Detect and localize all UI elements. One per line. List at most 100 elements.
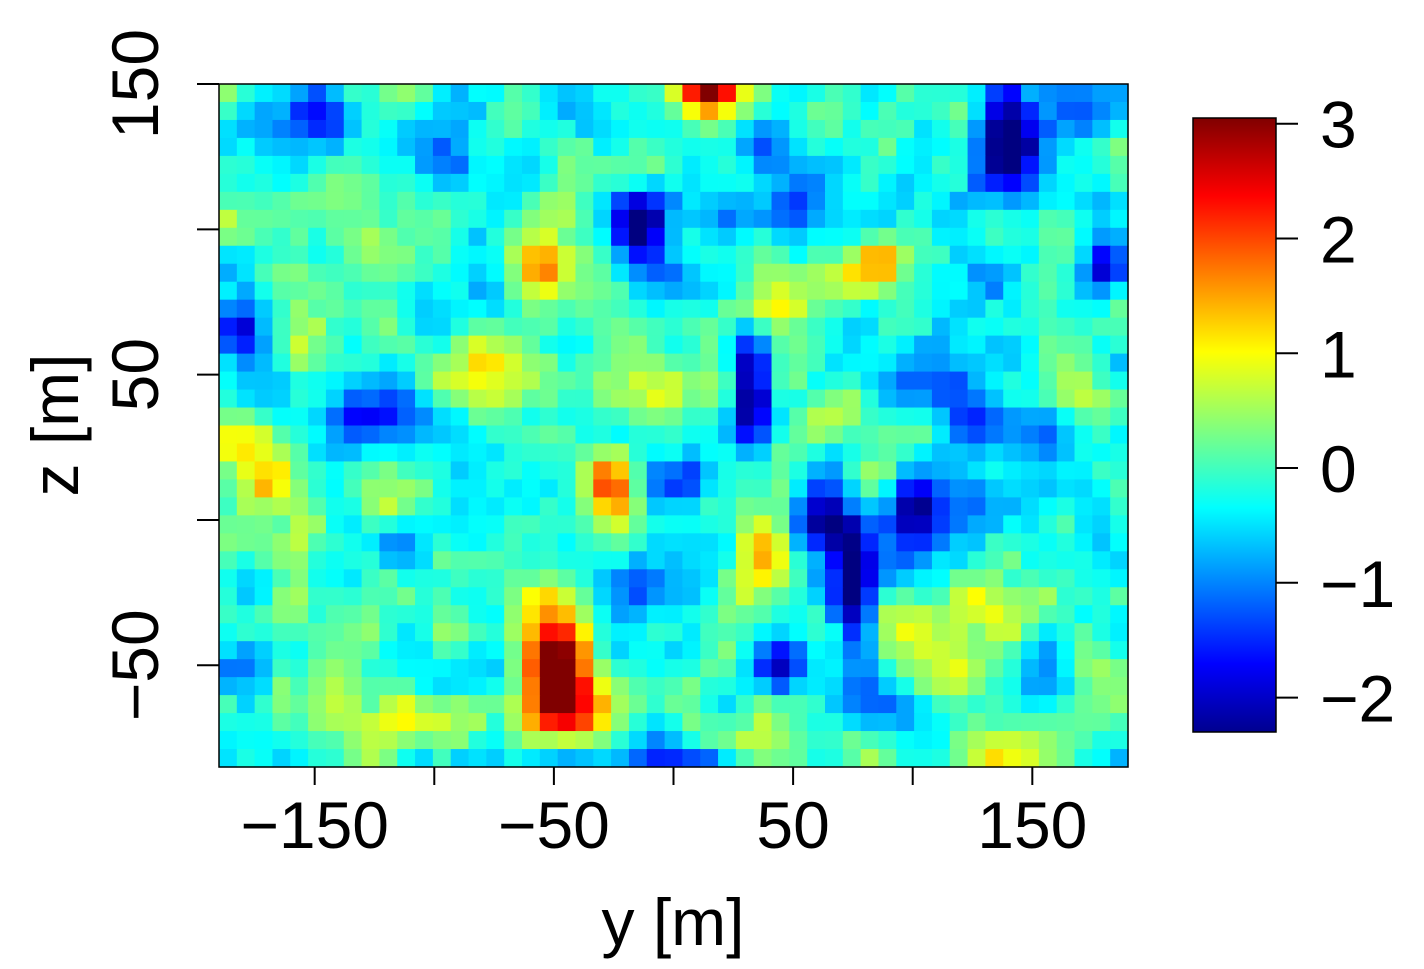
heatmap-cell (735, 443, 755, 463)
heatmap-cell (415, 425, 434, 445)
heatmap-cell (1021, 335, 1040, 355)
heatmap-cell (896, 479, 915, 498)
heatmap-cell (1038, 497, 1058, 516)
heatmap-cell (432, 551, 452, 570)
heatmap-cell (1092, 533, 1111, 552)
heatmap-cell (949, 299, 969, 319)
heatmap-cell (664, 281, 684, 301)
heatmap-cell (1074, 659, 1093, 678)
heatmap-cell (807, 407, 826, 427)
heatmap-cell (967, 605, 987, 624)
heatmap-cell (718, 335, 737, 355)
heatmap-cell (664, 587, 684, 606)
heatmap-cell (432, 263, 452, 283)
heatmap-cell (468, 209, 487, 229)
heatmap-cell (325, 371, 345, 391)
heatmap-cell (949, 407, 969, 427)
heatmap-cell (878, 641, 897, 660)
heatmap-cell (718, 479, 737, 498)
heatmap-cell (450, 281, 470, 301)
heatmap-cell (361, 515, 381, 534)
heatmap-cell (504, 551, 523, 570)
heatmap-cell (789, 371, 808, 391)
heatmap-cell (789, 551, 808, 570)
heatmap-cell (807, 137, 826, 157)
heatmap-cell (1110, 335, 1129, 355)
heatmap-cell (914, 659, 933, 678)
heatmap-cell (700, 587, 719, 606)
heatmap-cell (450, 227, 470, 247)
heatmap-cell (450, 317, 470, 337)
heatmap-cell (1056, 353, 1076, 373)
heatmap-cell (807, 425, 826, 445)
heatmap-cell (450, 407, 470, 427)
heatmap-cell (290, 371, 309, 391)
heatmap-cell (1110, 173, 1129, 193)
heatmap-cell (611, 299, 630, 319)
heatmap-cell (219, 515, 238, 534)
heatmap-cell (593, 227, 612, 247)
heatmap-cell (486, 209, 505, 229)
heatmap-cell (611, 713, 630, 732)
heatmap-cell (557, 623, 577, 642)
heatmap-cell (290, 101, 309, 121)
heatmap-cell (486, 245, 505, 265)
heatmap-cell (272, 641, 291, 660)
heatmap-cell (593, 551, 612, 570)
heatmap-cell (1110, 605, 1129, 624)
heatmap-cell (1038, 605, 1058, 624)
heatmap-cell (646, 695, 666, 714)
heatmap-cell (290, 281, 309, 301)
heatmap-cell (397, 119, 416, 139)
heatmap-cell (236, 371, 256, 391)
heatmap-cell (967, 677, 987, 696)
heatmap-cell (771, 677, 790, 696)
heatmap-cell (842, 119, 862, 139)
heatmap-cell (807, 479, 826, 498)
heatmap-cell (700, 623, 719, 642)
heatmap-cell (254, 209, 274, 229)
heatmap-cell (290, 713, 309, 732)
heatmap-cell (290, 695, 309, 714)
heatmap-cell (1110, 281, 1129, 301)
heatmap-cell (1038, 119, 1058, 139)
heatmap-cell (771, 713, 790, 732)
heatmap-cell (967, 497, 987, 516)
heatmap-cell (735, 713, 755, 732)
heatmap-cell (290, 497, 309, 516)
heatmap-cell (771, 515, 790, 534)
heatmap-cell (914, 335, 933, 355)
heatmap-cell (985, 497, 1004, 516)
heatmap-cell (842, 407, 862, 427)
heatmap-cell (1056, 587, 1076, 606)
heatmap-cell (967, 713, 987, 732)
heatmap-cell (700, 569, 719, 588)
heatmap-cell (807, 263, 826, 283)
heatmap-cell (825, 191, 844, 211)
heatmap-cell (1056, 407, 1076, 427)
heatmap-cell (1056, 101, 1076, 121)
heatmap-cell (914, 155, 933, 175)
heatmap-cell (878, 461, 897, 481)
heatmap-cell (1038, 713, 1058, 732)
heatmap-cell (575, 281, 594, 301)
heatmap-cell (379, 173, 398, 193)
heatmap-cell (967, 515, 987, 534)
heatmap-cell (1038, 299, 1058, 319)
heatmap-cell (1038, 695, 1058, 714)
heatmap-cell (646, 569, 666, 588)
heatmap-cell (949, 101, 969, 121)
heatmap-cell (593, 641, 612, 660)
heatmap-cell (967, 461, 987, 481)
heatmap-cell (361, 713, 381, 732)
heatmap-cell (1021, 605, 1040, 624)
heatmap-cells (219, 84, 1129, 768)
heatmap-cell (1038, 443, 1058, 463)
heatmap-cell (522, 335, 541, 355)
heatmap-cell (450, 479, 470, 498)
heatmap-cell (219, 659, 238, 678)
heatmap-cell (807, 227, 826, 247)
heatmap-cell (700, 173, 719, 193)
heatmap-cell (236, 84, 256, 103)
heatmap-cell (1038, 461, 1058, 481)
